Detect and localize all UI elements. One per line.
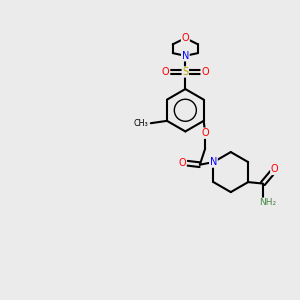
Text: O: O — [271, 164, 278, 174]
Text: CH₃: CH₃ — [134, 119, 148, 128]
Text: O: O — [182, 33, 189, 43]
Text: O: O — [178, 158, 186, 168]
Text: O: O — [162, 67, 170, 77]
Text: NH₂: NH₂ — [259, 198, 276, 207]
Text: N: N — [210, 157, 217, 167]
Text: N: N — [182, 51, 189, 61]
Text: S: S — [182, 67, 188, 77]
Text: O: O — [201, 67, 209, 77]
Text: O: O — [201, 128, 209, 138]
